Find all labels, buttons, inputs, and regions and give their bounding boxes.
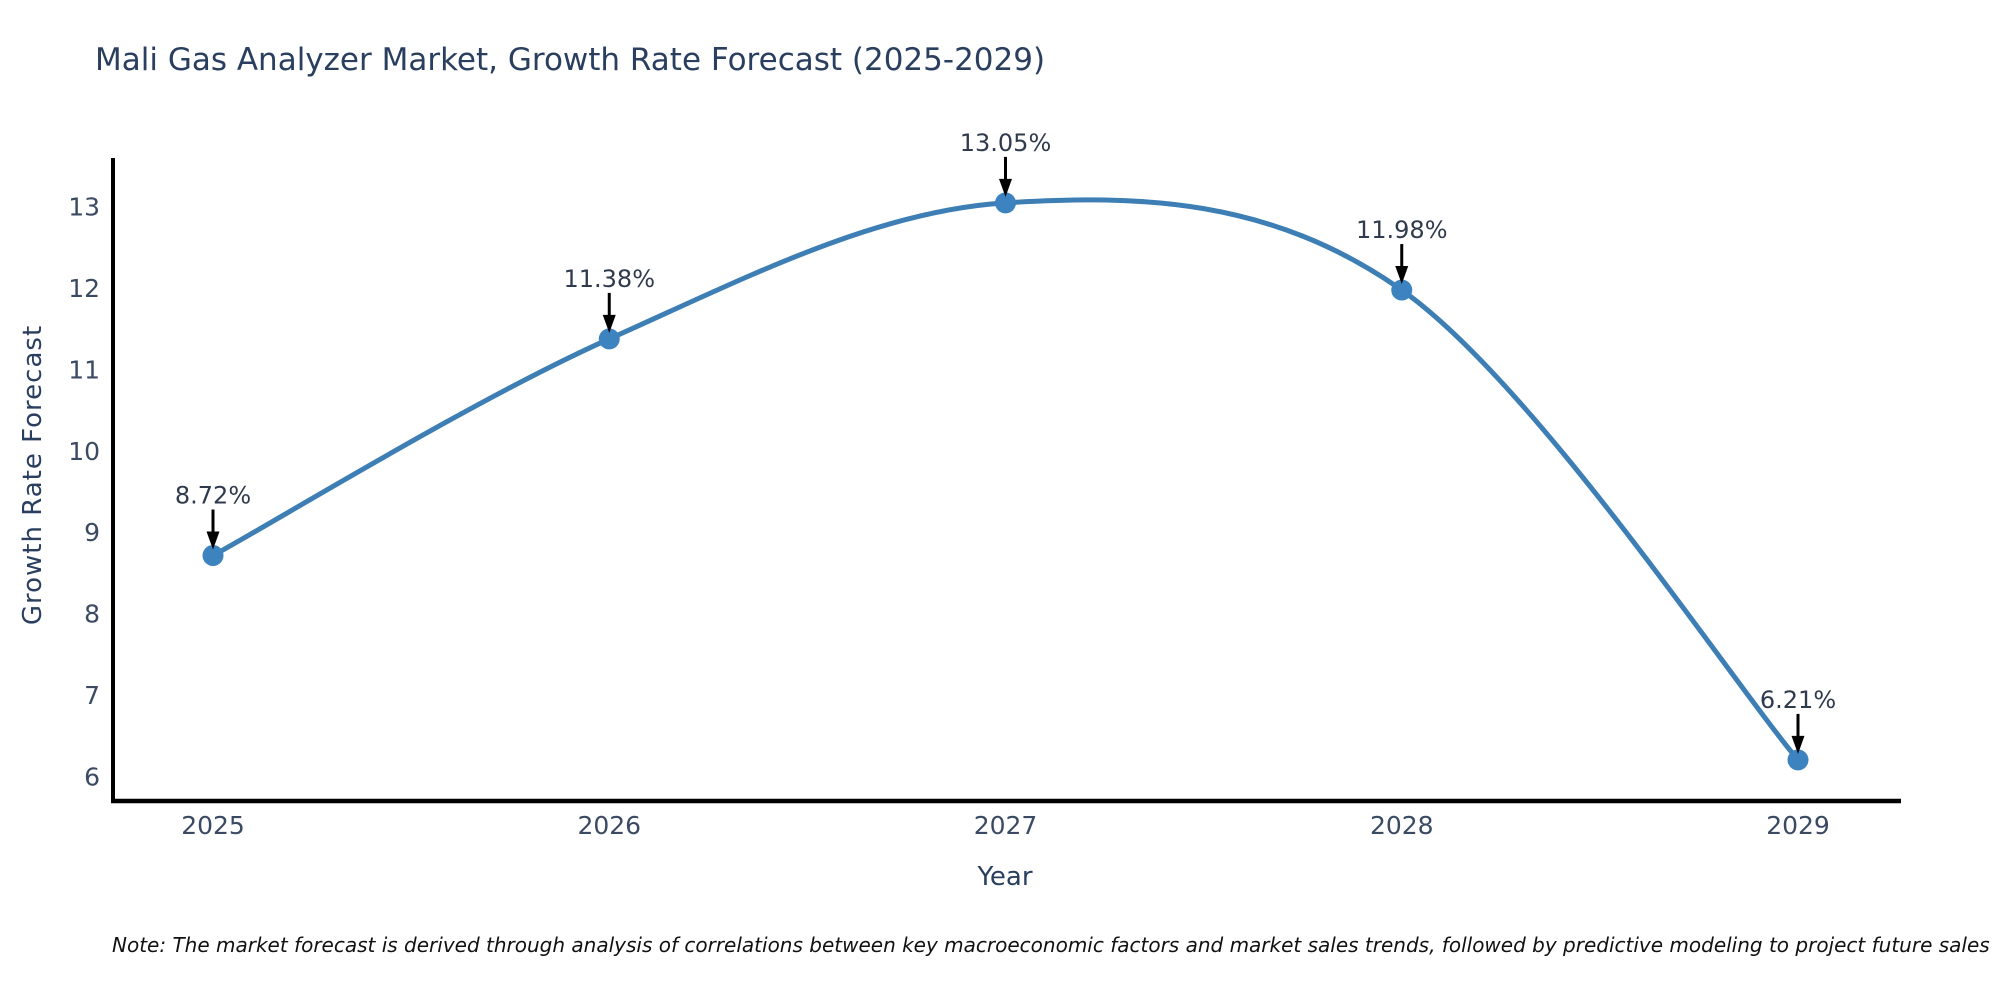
data-point-marker bbox=[598, 328, 620, 350]
data-point-marker bbox=[1787, 749, 1809, 771]
annotation-label: 8.72% bbox=[175, 482, 251, 510]
annotation-arrowhead bbox=[1395, 266, 1409, 285]
annotation-arrowhead bbox=[999, 178, 1012, 197]
methodology-note: Note: The market forecast is derived thr… bbox=[112, 933, 1990, 957]
y-tick-label: 12 bbox=[68, 274, 100, 303]
y-tick-label: 9 bbox=[84, 518, 100, 547]
annotation-label: 11.38% bbox=[563, 265, 655, 293]
annotation-label: 11.98% bbox=[1356, 216, 1448, 244]
y-tick-label: 8 bbox=[84, 600, 100, 629]
annotation-arrowhead bbox=[1791, 735, 1805, 754]
annotation-label: 13.05% bbox=[960, 129, 1052, 157]
x-tick-label: 2027 bbox=[974, 811, 1038, 840]
y-tick-label: 10 bbox=[68, 437, 100, 466]
x-tick-label: 2025 bbox=[181, 811, 245, 840]
forecast-line bbox=[210, 197, 1801, 763]
chart-title: Mali Gas Analyzer Market, Growth Rate Fo… bbox=[95, 42, 1046, 78]
y-tick-label: 6 bbox=[84, 763, 100, 792]
y-tick-label: 13 bbox=[68, 192, 100, 221]
data-point-marker bbox=[995, 192, 1016, 214]
annotation-arrowhead bbox=[602, 314, 616, 333]
data-point-marker bbox=[1391, 279, 1413, 301]
y-tick-label: 11 bbox=[68, 355, 100, 384]
x-axis-title: Year bbox=[977, 862, 1033, 892]
data-point-marker bbox=[202, 545, 224, 567]
annotation-label: 6.21% bbox=[1760, 686, 1836, 714]
x-tick-label: 2028 bbox=[1370, 811, 1434, 840]
y-tick-label: 7 bbox=[84, 681, 100, 710]
x-tick-label: 2029 bbox=[1766, 811, 1830, 840]
annotation-arrowhead bbox=[206, 531, 220, 550]
x-tick-label: 2026 bbox=[577, 811, 641, 840]
